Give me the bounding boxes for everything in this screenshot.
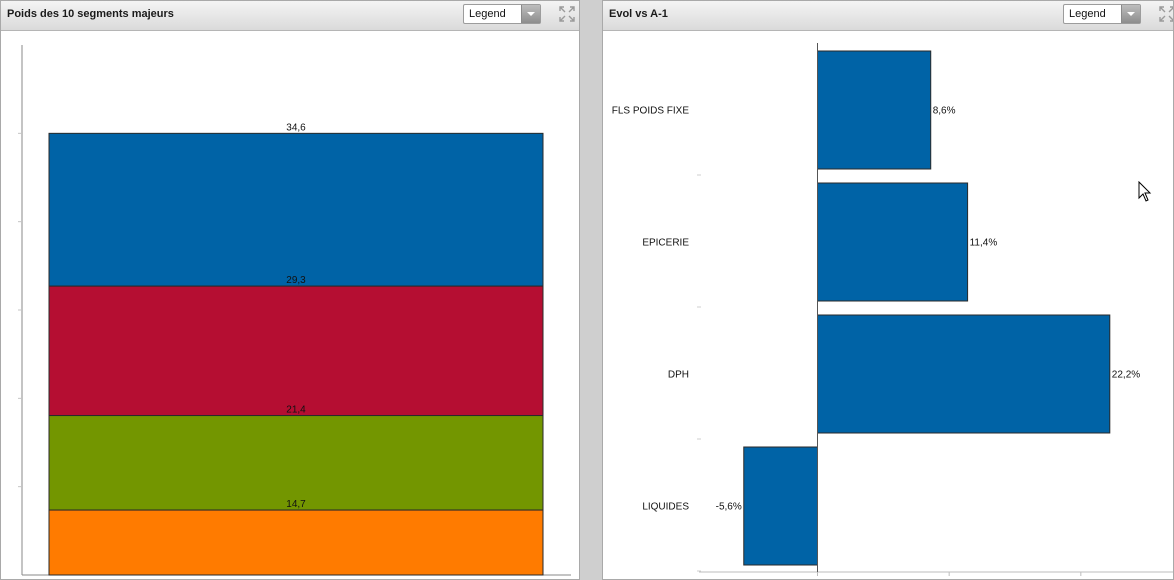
left-legend-select[interactable]: Legend [463,4,541,24]
right-legend-select[interactable]: Legend [1063,4,1141,24]
data-label: 11,4% [970,238,998,249]
right-chart-panel: Evol vs A-1 Legend FLS POIDS FIXE 8,6% EPI… [602,0,1174,580]
category-label: LIQUIDES [642,502,689,513]
bar [743,446,818,566]
horizontal-bar-chart: FLS POIDS FIXE 8,6% EPICERIE 11,4% DPH 22,2% L… [612,43,1173,576]
expand-icon[interactable] [1159,6,1174,22]
stacked-bar-chart: 34,6 29,3 21,4 14,7 [18,45,571,576]
chevron-down-icon[interactable] [1121,5,1140,23]
data-label: 21,4 [286,405,306,416]
category-label: DPH [668,370,689,381]
data-label: 8,6% [933,106,956,117]
right-legend-select-value: Legend [1069,8,1106,20]
bar-segment [48,132,544,287]
bar [817,50,932,170]
data-label: -5,6% [716,502,742,513]
data-label: 22,2% [1112,370,1140,381]
right-panel-header: Evol vs A-1 Legend [603,1,1173,31]
data-label: 29,3 [286,275,306,286]
bar [817,314,1111,434]
category-label: FLS POIDS FIXE [612,106,690,117]
right-panel-title: Evol vs A-1 [609,8,668,20]
bar-segment [48,415,544,511]
chevron-down-icon[interactable] [521,5,540,23]
expand-icon[interactable] [559,6,575,22]
left-panel-title: Poids des 10 segments majeurs [7,8,174,20]
bar-segment [48,509,544,576]
data-label: 34,6 [286,122,306,133]
mouse-pointer-icon [1138,181,1152,202]
data-label: 14,7 [286,499,306,510]
left-panel-header: Poids des 10 segments majeurs Legend [1,1,579,31]
bar-segment [48,285,544,417]
left-chart-panel: Poids des 10 segments majeurs Legend 34,… [0,0,580,580]
category-label: EPICERIE [642,238,689,249]
bar [817,182,969,302]
left-legend-select-value: Legend [469,8,506,20]
